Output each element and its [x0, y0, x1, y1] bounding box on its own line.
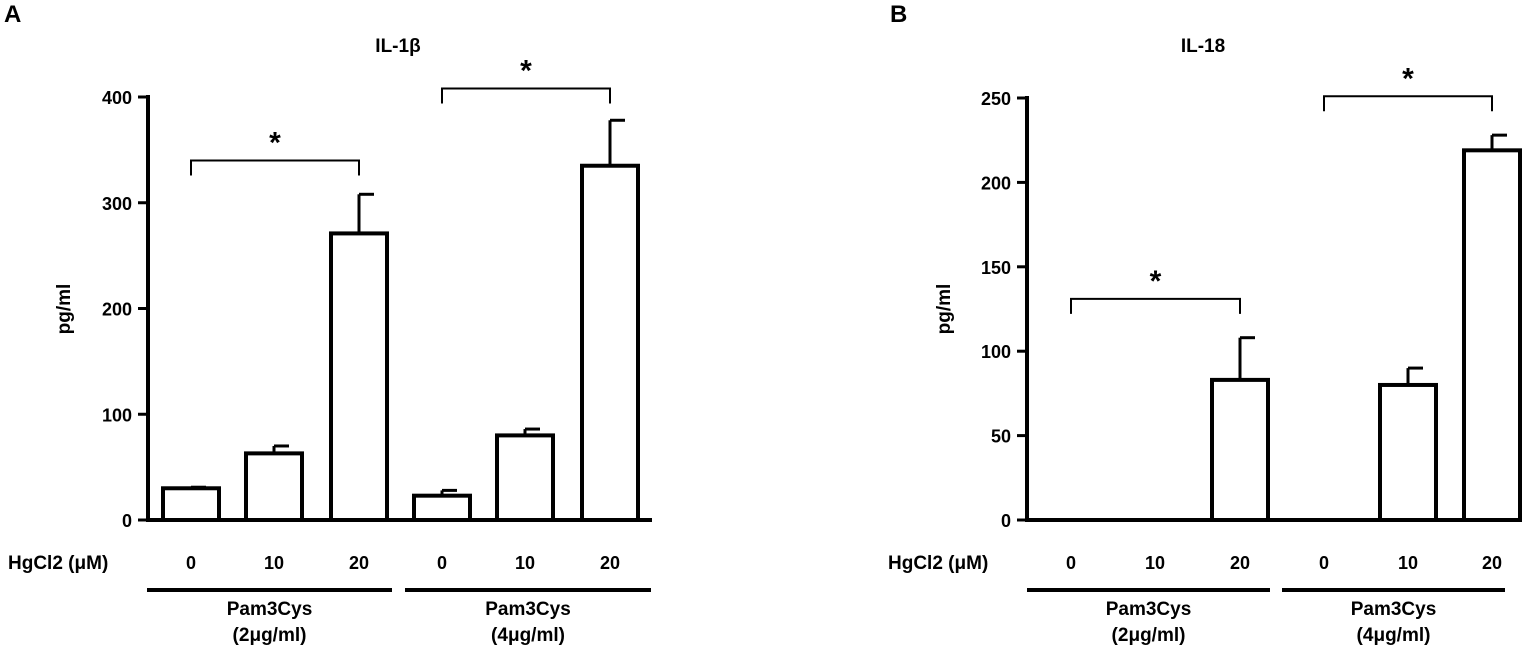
x-axis-label: HgCl2 (μM) — [8, 553, 108, 574]
bar — [495, 433, 555, 522]
y-tick-label: 100 — [102, 405, 132, 425]
category-label: 10 — [1398, 553, 1418, 573]
bar — [1378, 382, 1438, 522]
significance-bracket — [441, 87, 611, 104]
category-label: 0 — [1319, 553, 1329, 573]
bar — [580, 163, 640, 523]
significance-marker: * — [520, 55, 532, 88]
group-sublabel: (2μg/ml) — [233, 625, 307, 646]
category-label: 20 — [349, 553, 369, 573]
category-label: 20 — [600, 553, 620, 573]
significance-bracket — [1323, 95, 1493, 112]
group-sublabel: (2μg/ml) — [1112, 625, 1186, 646]
category-label: 0 — [1066, 553, 1076, 573]
category-label: 20 — [1482, 553, 1502, 573]
y-tick-label: 150 — [981, 258, 1011, 278]
panel-b: B IL-18 pg/ml HgCl2 (μM) 050100150200250… — [888, 1, 1522, 646]
bar — [1210, 377, 1270, 522]
y-tick-label: 300 — [102, 194, 132, 214]
chart-title: IL-18 — [1181, 36, 1225, 57]
category-label: 0 — [186, 553, 196, 573]
category-label: 20 — [1230, 553, 1250, 573]
y-tick-label: 250 — [981, 89, 1011, 109]
y-tick-label: 0 — [122, 511, 132, 531]
bar — [329, 231, 389, 522]
significance-marker: * — [1150, 265, 1162, 298]
category-label: 10 — [1145, 553, 1165, 573]
group-sublabel: (4μg/ml) — [1357, 625, 1431, 646]
significance-marker: * — [269, 126, 281, 159]
chart-title: IL-1β — [375, 36, 420, 57]
bar — [1462, 148, 1522, 522]
y-tick-label: 100 — [981, 342, 1011, 362]
group-sublabel: (4μg/ml) — [491, 625, 565, 646]
category-label: 10 — [515, 553, 535, 573]
group-label: Pam3Cys — [227, 599, 313, 620]
y-axis-label: pg/ml — [934, 284, 955, 335]
group-label: Pam3Cys — [1106, 599, 1192, 620]
category-label: 10 — [264, 553, 284, 573]
x-axis-label: HgCl2 (μM) — [888, 553, 988, 574]
y-tick-label: 50 — [991, 427, 1011, 447]
y-tick-label: 0 — [1001, 511, 1011, 531]
bar — [244, 451, 304, 522]
category-label: 0 — [437, 553, 447, 573]
panel-label: A — [4, 1, 21, 28]
panel-label: B — [890, 1, 907, 28]
y-tick-label: 200 — [102, 300, 132, 320]
bar — [161, 486, 221, 522]
y-tick-label: 400 — [102, 88, 132, 108]
bar — [412, 493, 472, 522]
significance-bracket — [190, 159, 360, 176]
group-label: Pam3Cys — [1351, 599, 1437, 620]
significance-bracket — [1070, 297, 1241, 314]
significance-marker: * — [1402, 62, 1414, 95]
group-label: Pam3Cys — [485, 599, 571, 620]
y-tick-label: 200 — [981, 173, 1011, 193]
y-axis-label: pg/ml — [54, 284, 75, 335]
